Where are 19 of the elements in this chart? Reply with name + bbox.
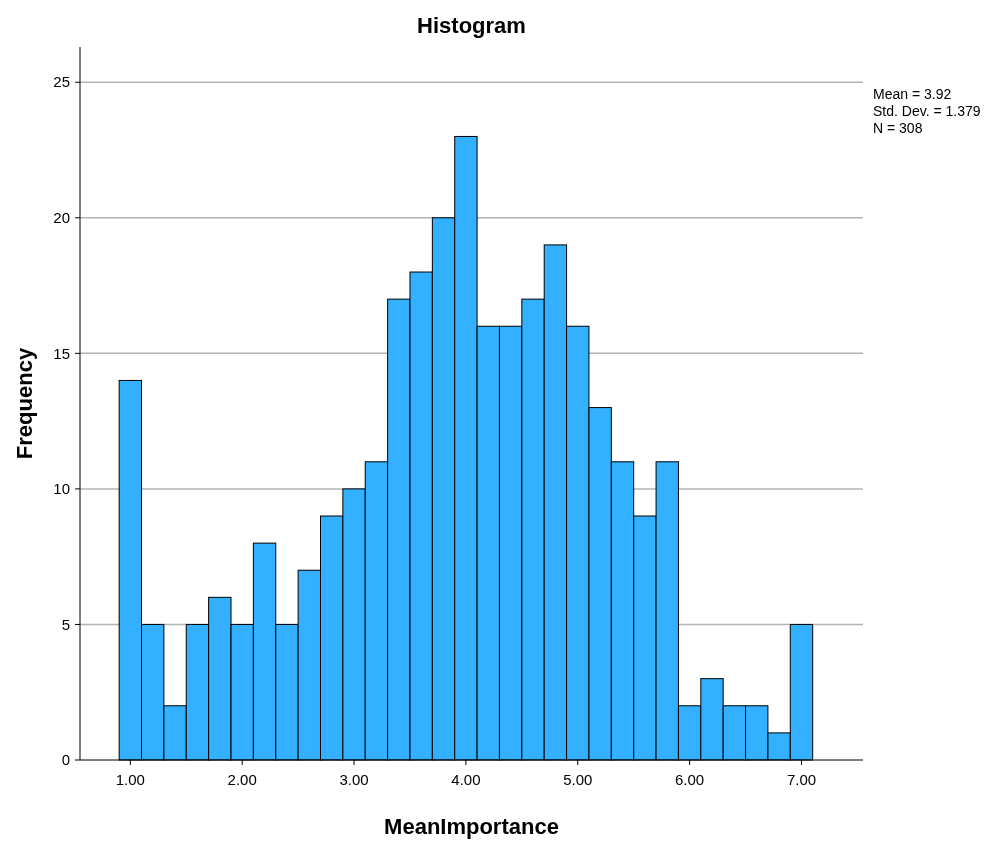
- y-tick-label: 25: [53, 73, 70, 91]
- x-tick-label: 5.00: [563, 771, 593, 788]
- x-tick-label: 3.00: [339, 771, 369, 788]
- y-tick-label: 15: [53, 344, 70, 362]
- y-axis-title: Frequency: [12, 347, 37, 460]
- x-tick-label: 2.00: [227, 771, 257, 788]
- x-tick-label: 7.00: [786, 771, 817, 788]
- text: N = 308: [873, 120, 923, 136]
- y-tick-label: 10: [53, 480, 70, 498]
- x-tick-label: 4.00: [451, 771, 481, 788]
- x-axis-title: MeanImportance: [384, 814, 559, 839]
- y-tick-label: 5: [61, 615, 70, 633]
- y-tick-label: 0: [61, 751, 70, 769]
- x-tick-label: 1.00: [115, 771, 145, 788]
- y-tick-label: 20: [53, 209, 70, 227]
- text: Mean = 3.92: [873, 86, 952, 102]
- text: Std. Dev. = 1.379: [873, 103, 981, 119]
- x-tick-label: 6.00: [675, 771, 705, 788]
- chart-title: Histogram: [417, 13, 526, 38]
